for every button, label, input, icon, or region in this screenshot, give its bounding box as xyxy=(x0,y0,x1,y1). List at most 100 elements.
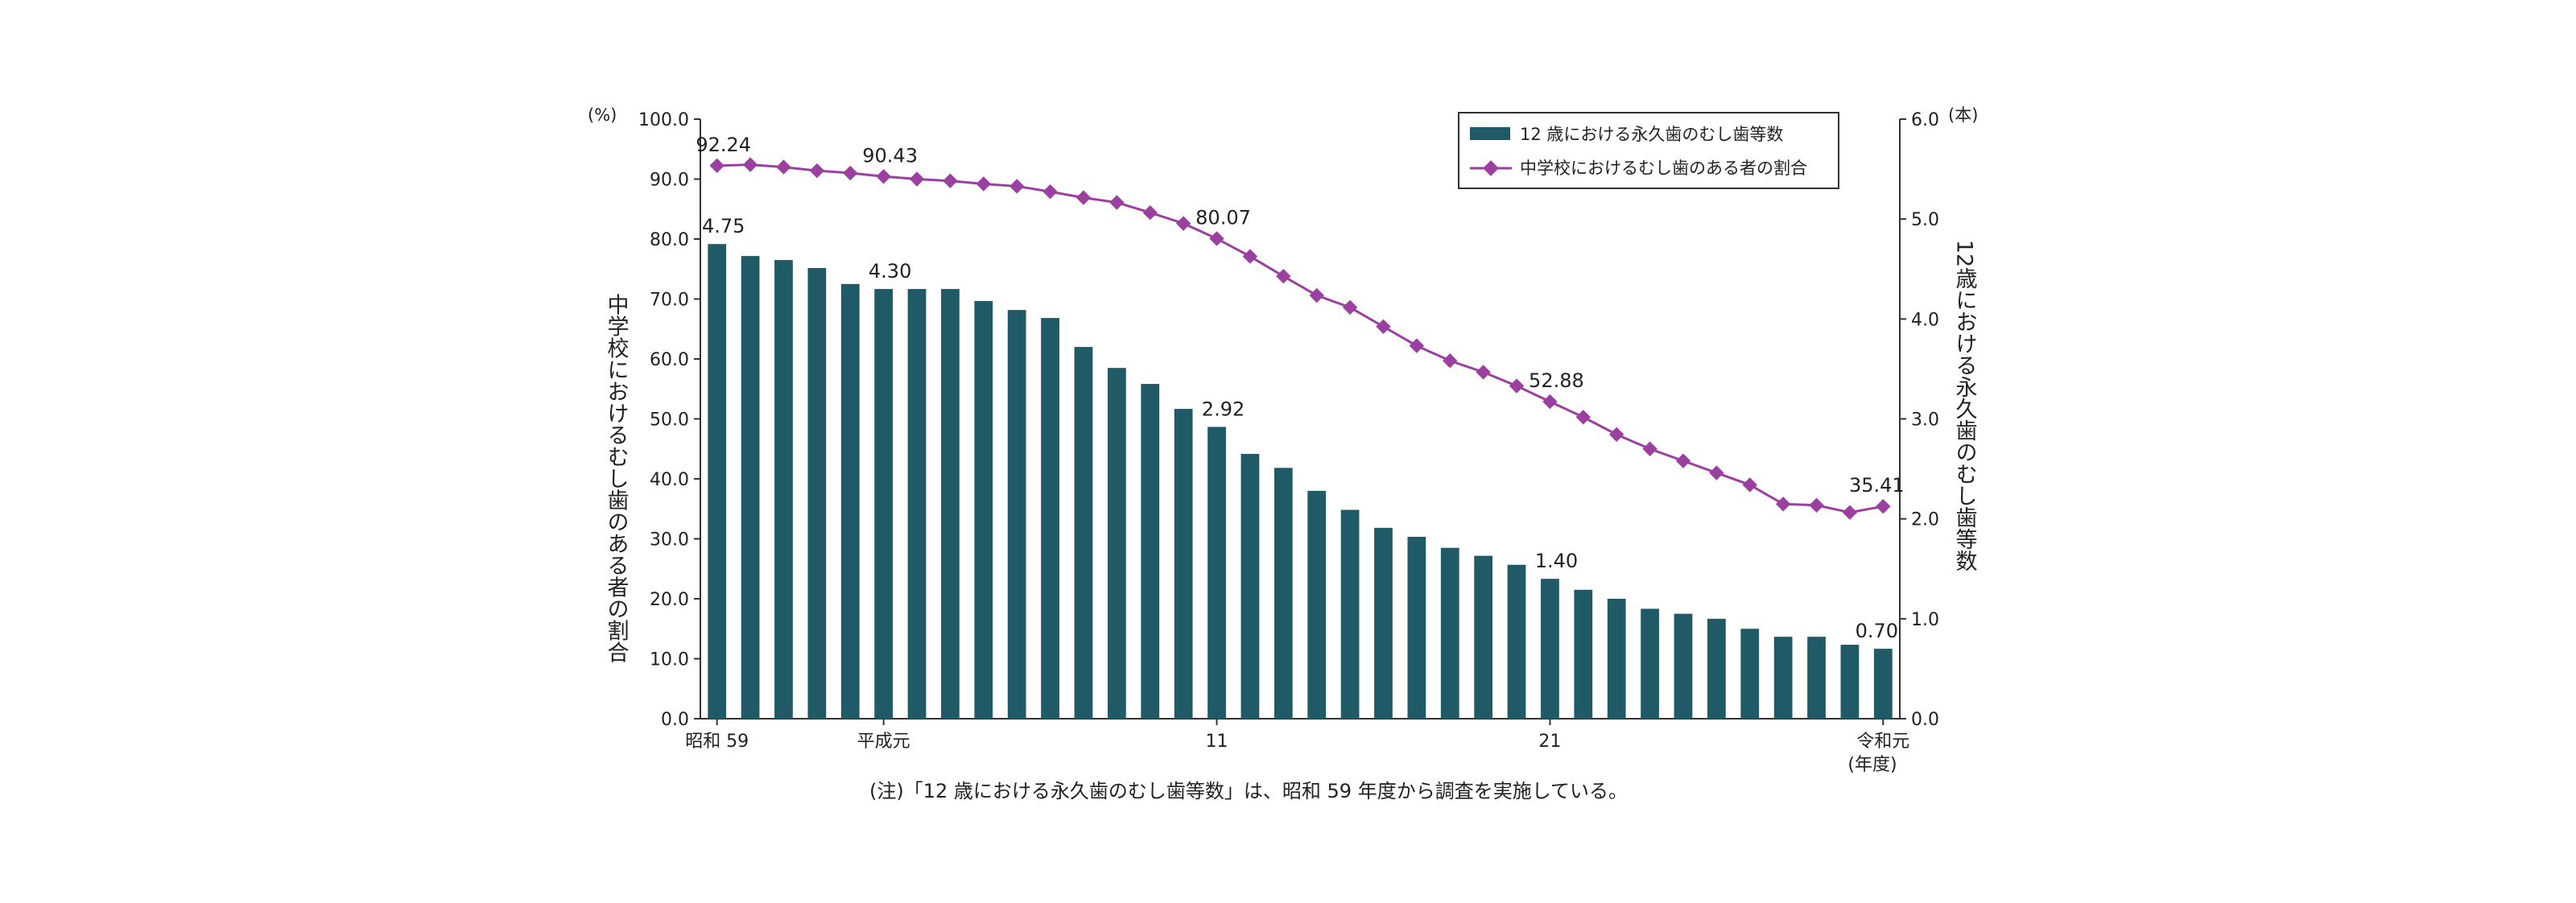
bar xyxy=(840,283,860,719)
bar xyxy=(1007,310,1026,719)
line-point xyxy=(1443,353,1458,369)
bar xyxy=(1641,608,1659,719)
data-label: 80.07 xyxy=(1195,206,1251,229)
bar xyxy=(1840,645,1860,719)
left-axis-unit: (%) xyxy=(588,105,617,125)
bar xyxy=(741,256,760,719)
bar xyxy=(1541,579,1559,719)
data-label: 92.24 xyxy=(696,134,751,156)
data-label: 4.30 xyxy=(869,260,911,282)
bar xyxy=(1174,409,1193,719)
chart-note: (注)「12 歳における永久歯のむし歯等数」は、昭和 59 年度から調査を実施し… xyxy=(869,780,1628,802)
legend-box xyxy=(1458,112,1839,189)
bar xyxy=(1507,564,1526,719)
x-tick-label: 平成元 xyxy=(857,732,910,752)
left-tick-label: 30.0 xyxy=(650,530,689,550)
line-point xyxy=(1642,441,1657,456)
line-point xyxy=(1376,319,1391,334)
line-point xyxy=(1609,427,1624,443)
bar xyxy=(1740,629,1760,719)
bar xyxy=(1374,527,1393,719)
data-label: 4.75 xyxy=(702,215,745,237)
line-point xyxy=(1075,190,1092,205)
line-point xyxy=(1709,465,1724,480)
line-point xyxy=(1342,299,1358,315)
bar xyxy=(1674,613,1693,719)
left-tick-label: 40.0 xyxy=(650,470,689,490)
x-tick-label: 11 xyxy=(1206,732,1228,752)
line-point xyxy=(1209,231,1224,246)
bar xyxy=(1440,547,1459,719)
line-point xyxy=(709,158,724,174)
bar xyxy=(1340,509,1360,719)
x-tick-label: 昭和 59 xyxy=(685,732,749,752)
line-point xyxy=(1142,205,1158,221)
bar xyxy=(1307,490,1327,719)
bar xyxy=(1807,637,1826,719)
left-tick-label: 100.0 xyxy=(638,110,689,130)
line-point xyxy=(1876,499,1891,514)
right-tick-label: 1.0 xyxy=(1911,610,1939,630)
line-point xyxy=(1409,338,1425,353)
line-point xyxy=(943,173,958,188)
legend: 12 歳における永久歯のむし歯等数 中学校におけるむし歯のある者の割合 xyxy=(1458,112,1839,189)
bar xyxy=(1707,618,1726,719)
data-labels: 4.75 4.30 2.92 1.40 0.70 92.24 90.43 80.07 52.88… xyxy=(696,134,1904,642)
line-point xyxy=(1242,249,1258,264)
left-tick-label: 60.0 xyxy=(650,350,689,370)
bar xyxy=(1274,468,1293,719)
data-label: 52.88 xyxy=(1529,369,1584,392)
right-axis-title: 12歳における永久歯のむし歯等数 xyxy=(1952,240,1978,571)
bar xyxy=(1208,427,1226,719)
line-point xyxy=(843,165,858,181)
line-point xyxy=(1009,179,1025,194)
line-point xyxy=(1809,497,1824,513)
line-point xyxy=(976,176,991,192)
data-label: 1.40 xyxy=(1535,550,1578,572)
right-tick-label: 2.0 xyxy=(1911,510,1939,530)
x-axis-unit: (年度) xyxy=(1847,755,1897,775)
bar xyxy=(1773,637,1793,719)
bar xyxy=(941,289,960,719)
bar-series xyxy=(708,244,1893,720)
bar xyxy=(1607,599,1626,719)
bar xyxy=(1074,347,1093,719)
line-point xyxy=(1042,183,1058,200)
data-label: 35.41 xyxy=(1849,474,1905,497)
left-tick-label: 0.0 xyxy=(661,710,689,730)
bar xyxy=(874,289,894,719)
line-point xyxy=(1775,497,1791,512)
line-point xyxy=(1276,268,1291,284)
left-tick-label: 80.0 xyxy=(650,230,689,250)
line-point xyxy=(1675,453,1691,468)
data-label: 0.70 xyxy=(1856,620,1898,642)
right-tick-label: 6.0 xyxy=(1911,110,1939,130)
x-tick-label: 21 xyxy=(1538,732,1561,752)
line-point xyxy=(1842,505,1858,520)
line-point xyxy=(776,159,791,175)
line-point xyxy=(1309,287,1324,303)
line-point xyxy=(1575,410,1591,425)
line-point xyxy=(876,169,891,184)
x-tick-label: 令和元 xyxy=(1856,732,1909,752)
bar xyxy=(1107,368,1126,719)
line-point xyxy=(742,157,758,172)
legend-bar-label: 12 歳における永久歯のむし歯等数 xyxy=(1520,125,1783,144)
bar xyxy=(1407,537,1426,719)
right-tick-label: 3.0 xyxy=(1911,410,1939,431)
line-point xyxy=(1742,477,1757,493)
bar xyxy=(1041,318,1059,719)
bar xyxy=(807,268,827,720)
bar xyxy=(907,289,927,719)
line-series xyxy=(709,157,1891,520)
bar xyxy=(1574,589,1593,719)
bar xyxy=(1873,649,1893,719)
bar xyxy=(1474,555,1493,719)
line-point xyxy=(1542,394,1558,410)
line-point xyxy=(1509,378,1525,394)
left-tick-label: 90.0 xyxy=(650,171,689,191)
legend-bar-swatch xyxy=(1470,127,1510,140)
line-point xyxy=(1175,216,1191,231)
bar xyxy=(974,300,993,719)
left-tick-label: 20.0 xyxy=(650,590,689,610)
